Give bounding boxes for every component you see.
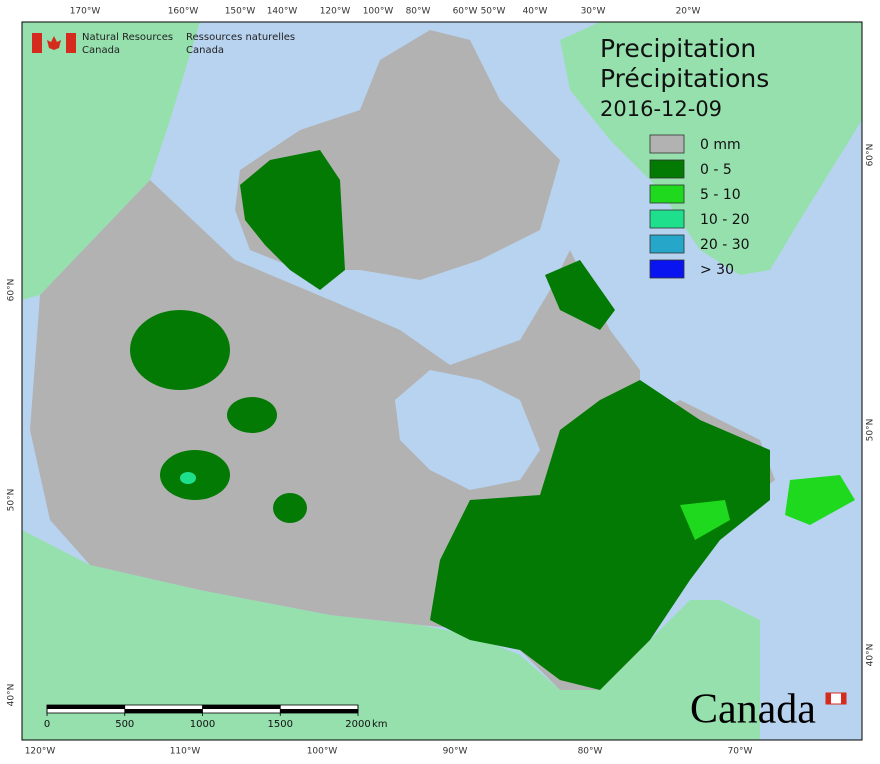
- title-date: 2016-12-09: [600, 97, 722, 121]
- legend-swatch: [649, 184, 685, 204]
- wordmark-flag: [841, 693, 846, 704]
- lat-label: 50°N: [866, 419, 876, 442]
- lon-label: 30°W: [581, 7, 606, 17]
- lon-label: 100°W: [307, 747, 338, 757]
- scale-label: 1500: [268, 719, 293, 730]
- lon-label: 170°W: [70, 7, 101, 17]
- agency-name: Canada: [82, 45, 120, 56]
- legend-swatch: [649, 134, 685, 154]
- lon-label: 50°W: [481, 7, 506, 17]
- agency-name: Natural Resources: [82, 32, 173, 43]
- lon-label: 80°W: [578, 747, 603, 757]
- scale-label: 500: [115, 719, 134, 730]
- scale-label: 2000: [345, 719, 370, 730]
- lat-label: 60°N: [7, 279, 17, 302]
- title-en: Precipitation: [600, 34, 756, 63]
- lon-label: 60°W: [453, 7, 478, 17]
- precip-blob: [180, 472, 196, 484]
- agency-name: Canada: [186, 45, 224, 56]
- legend-swatch: [649, 159, 685, 179]
- precip-east: [430, 380, 770, 690]
- lon-label: 140°W: [267, 7, 298, 17]
- scale-label: 0: [44, 719, 50, 730]
- lon-label: 120°W: [25, 747, 56, 757]
- legend-label: > 30: [700, 262, 734, 278]
- legend-label: 5 - 10: [700, 187, 741, 203]
- graticule-labels: 170°W 160°W 150°W 140°W 120°W 100°W 80°W 60°W 50…: [7, 7, 876, 757]
- map-border: [21, 21, 863, 741]
- precip-blob: [227, 397, 277, 433]
- precip-blob: [680, 500, 730, 540]
- scale-segment: [280, 709, 358, 713]
- scale-segment: [47, 705, 125, 709]
- precip-blob: [130, 310, 230, 390]
- precip-blob: [273, 493, 307, 523]
- precip-newfoundland: [785, 475, 855, 525]
- precip-baffin: [545, 260, 615, 330]
- lon-label: 110°W: [170, 747, 201, 757]
- lon-label: 20°W: [676, 7, 701, 17]
- scale-segment: [124, 709, 203, 713]
- wordmark-flag: [826, 693, 831, 704]
- scale-unit: km: [372, 719, 388, 730]
- map-frame: [21, 21, 863, 741]
- usa-land: [22, 530, 760, 740]
- legend-label: 20 - 30: [700, 237, 750, 253]
- lon-label: 40°W: [523, 7, 548, 17]
- lat-label: 60°N: [866, 144, 876, 167]
- precip-blob: [160, 450, 230, 500]
- precip-arctic: [240, 150, 345, 290]
- legend-label: 0 mm: [700, 137, 741, 153]
- scale-bar: 0 500 1000 1500 2000 km: [44, 704, 388, 730]
- legend: 0 mm 0 - 5 5 - 10 10 - 20 20 - 30 > 30: [649, 134, 750, 279]
- flag-leaf: [47, 36, 61, 50]
- scale-label: 1000: [190, 719, 215, 730]
- agency-name: Ressources naturelles: [186, 32, 295, 43]
- lon-label: 150°W: [225, 7, 256, 17]
- legend-label: 0 - 5: [700, 162, 732, 178]
- flag-band: [32, 33, 42, 53]
- flag-band: [66, 33, 76, 53]
- wordmark: [825, 692, 847, 705]
- lon-label: 160°W: [168, 7, 199, 17]
- legend-swatch: [649, 234, 685, 254]
- legend-swatch: [649, 209, 685, 229]
- lon-label: 80°W: [406, 7, 431, 17]
- lat-label: 40°N: [866, 644, 876, 667]
- lon-label: 70°W: [728, 747, 753, 757]
- greenland-land: [560, 22, 862, 275]
- scale-segment: [202, 705, 281, 709]
- alaska-land: [22, 22, 200, 300]
- legend-swatch: [649, 259, 685, 279]
- nrcan-logo: [32, 33, 76, 53]
- lon-label: 120°W: [320, 7, 351, 17]
- legend-label: 10 - 20: [700, 212, 750, 228]
- lat-label: 50°N: [7, 489, 17, 512]
- title-fr: Précipitations: [600, 64, 769, 93]
- lat-label: 40°N: [7, 684, 17, 707]
- lon-label: 100°W: [363, 7, 394, 17]
- hudson-bay: [395, 370, 540, 490]
- lon-label: 90°W: [443, 747, 468, 757]
- wordmark-text: Canada: [690, 687, 816, 733]
